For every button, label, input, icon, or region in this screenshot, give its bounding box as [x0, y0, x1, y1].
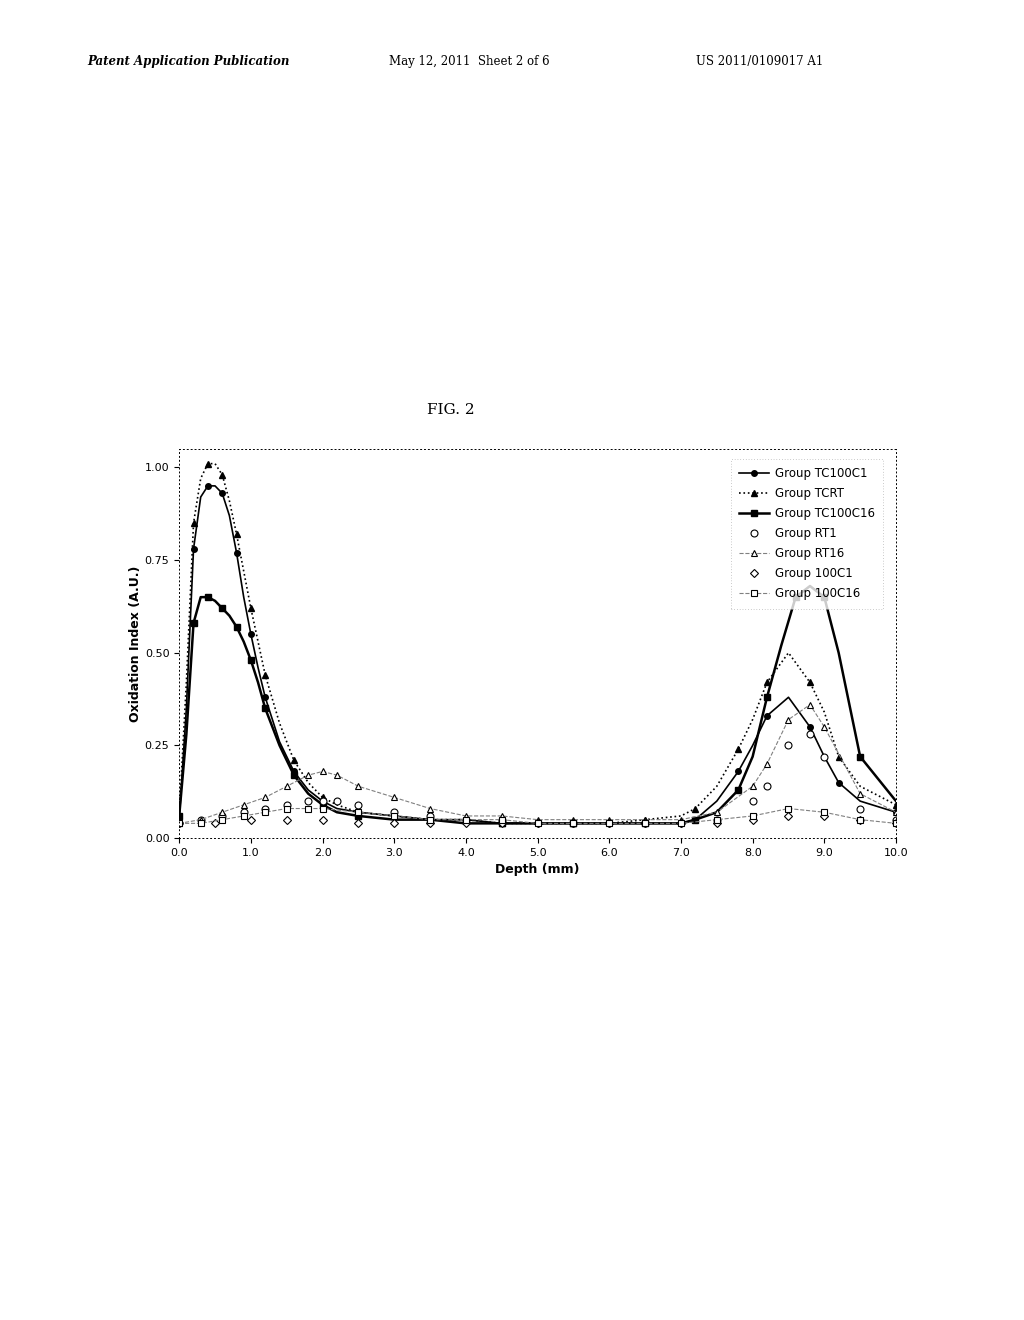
Text: FIG. 2: FIG. 2: [427, 403, 474, 417]
Y-axis label: Oxidation Index (A.U.): Oxidation Index (A.U.): [129, 565, 142, 722]
Text: US 2011/0109017 A1: US 2011/0109017 A1: [696, 55, 823, 69]
Legend: Group TC100C1, Group TCRT, Group TC100C16, Group RT1, Group RT16, Group 100C1, G: Group TC100C1, Group TCRT, Group TC100C1…: [731, 458, 883, 609]
Text: May 12, 2011  Sheet 2 of 6: May 12, 2011 Sheet 2 of 6: [389, 55, 550, 69]
Text: Patent Application Publication: Patent Application Publication: [87, 55, 290, 69]
X-axis label: Depth (mm): Depth (mm): [496, 863, 580, 876]
